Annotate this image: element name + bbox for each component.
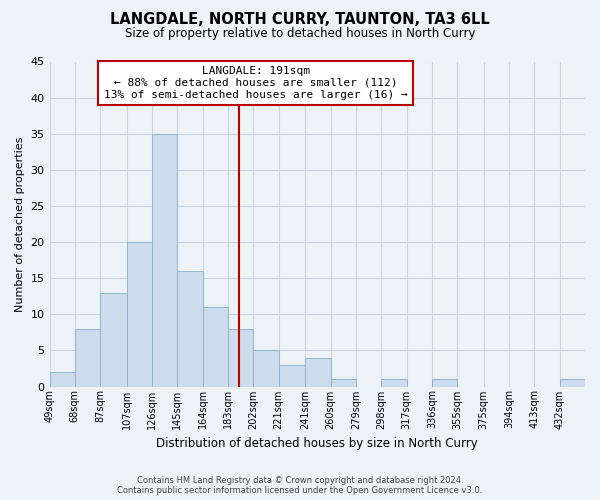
Bar [253,350,278,386]
Bar [75,328,100,386]
Bar [381,380,407,386]
Text: LANGDALE, NORTH CURRY, TAUNTON, TA3 6LL: LANGDALE, NORTH CURRY, TAUNTON, TA3 6LL [110,12,490,28]
Bar [50,372,75,386]
Text: Contains HM Land Registry data © Crown copyright and database right 2024.
Contai: Contains HM Land Registry data © Crown c… [118,476,482,495]
Bar [305,358,331,386]
Bar [203,307,228,386]
Bar [228,328,253,386]
Bar [331,380,356,386]
X-axis label: Distribution of detached houses by size in North Curry: Distribution of detached houses by size … [157,437,478,450]
Bar [278,365,305,386]
Text: LANGDALE: 191sqm
← 88% of detached houses are smaller (112)
13% of semi-detached: LANGDALE: 191sqm ← 88% of detached house… [104,66,407,100]
Bar [100,292,127,386]
Text: Size of property relative to detached houses in North Curry: Size of property relative to detached ho… [125,28,475,40]
Bar [127,242,152,386]
Y-axis label: Number of detached properties: Number of detached properties [15,136,25,312]
Bar [432,380,457,386]
Bar [178,271,203,386]
Bar [560,380,585,386]
Bar [152,134,178,386]
